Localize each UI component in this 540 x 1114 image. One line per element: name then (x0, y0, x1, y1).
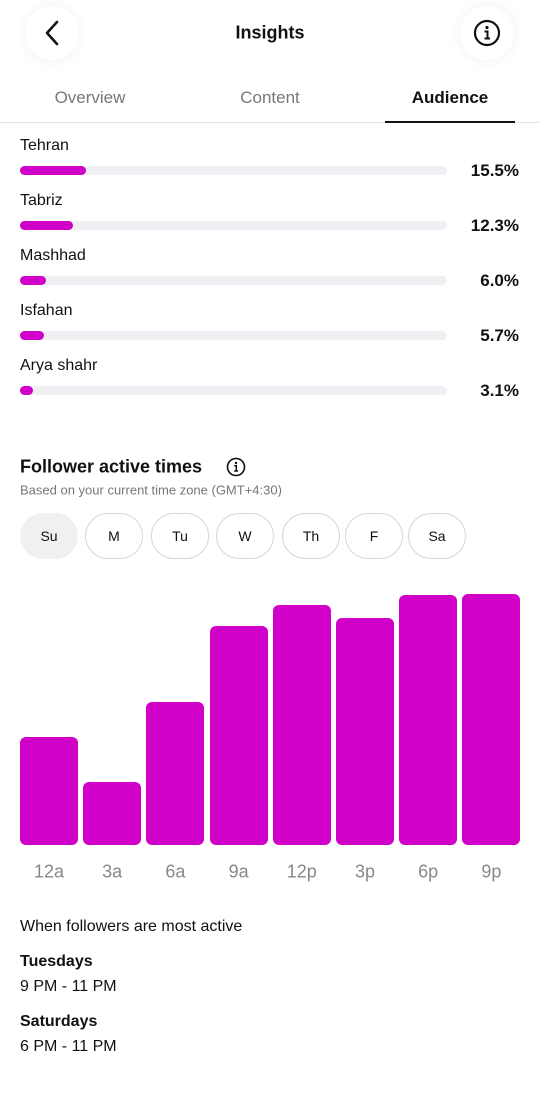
bar (20, 166, 87, 175)
back-icon (45, 20, 59, 46)
back-button[interactable] (25, 6, 79, 60)
bar (20, 386, 34, 395)
value-label: 5.7% (480, 326, 519, 345)
bar-track (20, 221, 447, 230)
x-tick-label: 6a (165, 861, 186, 882)
most-active-day: Tuesdays (20, 953, 93, 970)
info-icon[interactable] (226, 457, 246, 477)
most-active-time: 9 PM - 11 PM (20, 978, 117, 995)
section-subtitle: Based on your current time zone (GMT+4:3… (20, 482, 282, 498)
bar (146, 702, 205, 845)
bar-track (20, 166, 447, 175)
day-pill[interactable] (408, 513, 466, 559)
bar (209, 626, 268, 845)
day-label[interactable]: Th (302, 528, 320, 544)
bar-track (20, 331, 447, 340)
bar (20, 276, 46, 285)
info-button[interactable] (460, 6, 514, 60)
screen-title: Insights (235, 22, 305, 43)
bar (399, 595, 458, 845)
tab[interactable]: Content (240, 88, 300, 107)
most-active-time: 6 PM - 11 PM (20, 1038, 117, 1055)
bar (20, 737, 78, 845)
tab[interactable]: Audience (411, 88, 489, 107)
bar (462, 594, 521, 845)
value-label: 3.1% (480, 381, 519, 400)
x-tick-label: 9a (228, 861, 249, 882)
tab-divider (0, 122, 540, 123)
value-label: 6.0% (480, 271, 519, 290)
x-tick-label: 9p (481, 861, 502, 882)
bar (83, 782, 142, 845)
city-name: Mashhad (20, 247, 86, 264)
bar-track (20, 386, 447, 395)
value-label: 12.3% (470, 216, 519, 235)
info-icon (473, 19, 501, 47)
most-active-title: When followers are most active (20, 918, 243, 935)
city-name: Isfahan (20, 302, 73, 319)
active-tab-underline (385, 121, 515, 123)
city-name: Arya shahr (20, 357, 98, 374)
day-pill[interactable] (151, 513, 209, 559)
bar (20, 331, 45, 340)
day-pill[interactable] (216, 513, 274, 559)
x-tick-label: 12p (286, 861, 317, 882)
tab[interactable]: Overview (54, 88, 126, 107)
day-label[interactable]: Sa (428, 528, 446, 544)
x-tick-label: 12a (33, 861, 65, 882)
day-pill[interactable] (345, 513, 403, 559)
day-label[interactable]: W (238, 528, 252, 544)
day-label[interactable]: Su (40, 528, 58, 544)
day-label[interactable]: F (369, 528, 379, 544)
x-tick-label: 3a (102, 861, 123, 882)
x-tick-label: 3p (354, 861, 376, 882)
bar-track (20, 276, 447, 285)
bar (20, 221, 73, 230)
bar (272, 605, 331, 845)
day-label[interactable]: Tu (172, 528, 188, 544)
most-active-day: Saturdays (20, 1013, 98, 1030)
bar (336, 618, 394, 845)
day-label[interactable]: M (108, 528, 120, 544)
section-title: Follower active times (20, 456, 203, 477)
value-label: 15.5% (470, 161, 519, 180)
day-pill[interactable] (20, 513, 78, 559)
city-name: Tehran (20, 137, 69, 154)
city-name: Tabriz (20, 192, 63, 209)
x-tick-label: 6p (418, 861, 439, 882)
day-pill[interactable] (282, 513, 340, 559)
day-pill[interactable] (85, 513, 143, 559)
